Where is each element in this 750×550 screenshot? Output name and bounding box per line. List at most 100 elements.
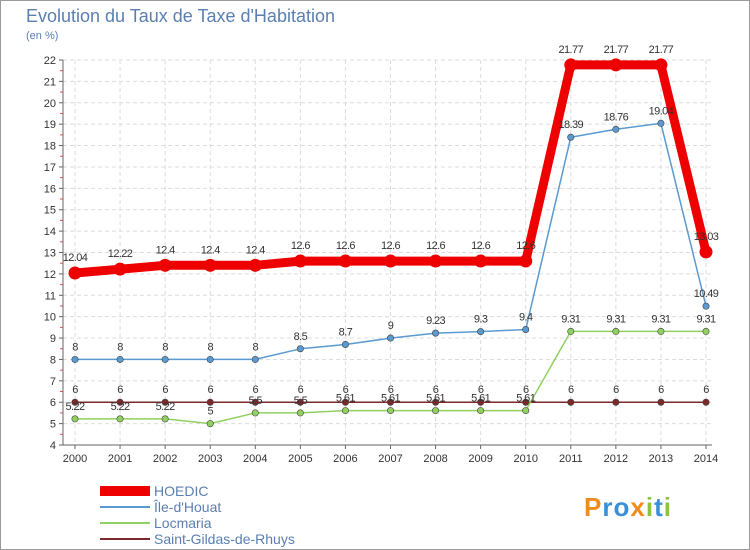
data-point-locmaria <box>71 415 79 423</box>
data-label-locmaria: 9.31 <box>561 313 580 325</box>
data-label-saint-gildas-de-rhuys: 6 <box>433 384 439 396</box>
logo-letter: o <box>613 492 631 522</box>
proxiti-logo: Proxiti <box>584 492 672 523</box>
data-point-saint-gildas-de-rhuys <box>296 398 304 406</box>
data-label-saint-gildas-de-rhuys: 6 <box>72 384 78 396</box>
logo-letter: i <box>663 492 672 522</box>
data-label-locmaria: 5.61 <box>381 393 400 405</box>
data-label-saint-gildas-de-rhuys: 6 <box>478 384 484 396</box>
x-tick-label: 2008 <box>423 453 447 465</box>
data-point-locmaria <box>251 409 259 417</box>
data-point-saint-gildas-de-rhuys <box>116 398 124 406</box>
data-point-i-le-d-houat <box>386 334 394 342</box>
data-point-saint-gildas-de-rhuys <box>702 398 710 406</box>
data-point-hoedic <box>338 254 352 268</box>
data-point-saint-gildas-de-rhuys <box>341 398 349 406</box>
data-label-locmaria: 9.31 <box>696 313 715 325</box>
y-tick-label: 19 <box>44 119 56 131</box>
data-label-saint-gildas-de-rhuys: 6 <box>298 384 304 396</box>
x-tick-label: 2013 <box>649 453 673 465</box>
x-tick-label: 2007 <box>378 453 402 465</box>
data-label-i-le-d-houat: 8 <box>72 341 78 353</box>
y-tick-label: 15 <box>44 205 56 217</box>
data-label-i-le-d-houat: 8.7 <box>339 326 353 338</box>
y-tick-label: 6 <box>50 397 56 409</box>
x-tick-label: 2010 <box>513 453 537 465</box>
data-label-i-le-d-houat: 9 <box>388 320 394 332</box>
data-label-hoedic: 21.77 <box>559 44 584 56</box>
data-label-hoedic: 12.22 <box>108 248 133 260</box>
data-label-locmaria: 5.5 <box>294 395 308 407</box>
data-point-locmaria <box>432 407 440 415</box>
data-point-saint-gildas-de-rhuys <box>161 398 169 406</box>
series-locmaria <box>71 327 710 428</box>
data-label-locmaria: 5.22 <box>65 401 84 413</box>
data-label-hoedic: 12.6 <box>516 240 535 252</box>
chart-title: Evolution du Taux de Taxe d'Habitation <box>26 6 335 26</box>
data-point-saint-gildas-de-rhuys <box>432 398 440 406</box>
data-point-locmaria <box>522 407 530 415</box>
data-point-i-le-d-houat <box>206 355 214 363</box>
data-label-hoedic: 13.03 <box>694 231 719 243</box>
data-point-hoedic <box>68 266 82 280</box>
data-point-i-le-d-houat <box>341 340 349 348</box>
x-tick-label: 2002 <box>153 453 177 465</box>
data-label-i-le-d-houat: 19.04 <box>649 105 674 117</box>
data-label-i-le-d-houat: 8 <box>117 341 123 353</box>
data-label-i-le-d-houat: 8.5 <box>294 331 308 343</box>
data-point-saint-gildas-de-rhuys <box>386 398 394 406</box>
data-label-saint-gildas-de-rhuys: 6 <box>117 384 123 396</box>
data-label-hoedic: 12.4 <box>201 244 220 256</box>
data-point-i-le-d-houat <box>657 119 665 127</box>
data-label-i-le-d-houat: 10.49 <box>694 288 719 300</box>
data-label-saint-gildas-de-rhuys: 6 <box>162 384 168 396</box>
data-point-i-le-d-houat <box>567 133 575 141</box>
data-point-i-le-d-houat <box>251 355 259 363</box>
x-tick-label: 2000 <box>63 453 87 465</box>
data-label-locmaria: 5.22 <box>111 401 130 413</box>
y-tick-label: 4 <box>50 440 56 452</box>
data-label-hoedic: 12.6 <box>426 240 445 252</box>
data-label-i-le-d-houat: 9.4 <box>519 312 533 324</box>
data-label-i-le-d-houat: 8 <box>207 341 213 353</box>
y-tick-label: 5 <box>50 419 56 431</box>
data-point-saint-gildas-de-rhuys <box>612 398 620 406</box>
data-point-hoedic <box>203 258 217 272</box>
data-label-hoedic: 12.4 <box>156 244 175 256</box>
logo-letter: P <box>584 492 603 522</box>
data-point-saint-gildas-de-rhuys <box>657 398 665 406</box>
data-point-locmaria <box>341 407 349 415</box>
axes: 4 5 6 7 8 9 10 11 12 13 14 15 16 17 18 19 20 21 22 2000 2001… <box>44 55 718 465</box>
data-point-saint-gildas-de-rhuys <box>206 398 214 406</box>
x-tick-label: 2012 <box>604 453 628 465</box>
data-point-locmaria <box>386 407 394 415</box>
data-point-i-le-d-houat <box>116 355 124 363</box>
y-tick-label: 9 <box>50 333 56 345</box>
y-tick-label: 8 <box>50 354 56 366</box>
data-point-locmaria <box>296 409 304 417</box>
data-point-locmaria <box>612 327 620 335</box>
data-point-saint-gildas-de-rhuys <box>522 398 530 406</box>
y-tick-label: 11 <box>45 290 56 302</box>
data-point-i-le-d-houat <box>432 329 440 337</box>
y-tick-label: 13 <box>44 248 56 260</box>
data-label-saint-gildas-de-rhuys: 6 <box>207 384 213 396</box>
logo-letter: x <box>630 492 646 522</box>
data-point-saint-gildas-de-rhuys <box>567 398 575 406</box>
y-tick-label: 20 <box>44 98 56 110</box>
data-label-saint-gildas-de-rhuys: 6 <box>568 384 574 396</box>
data-label-locmaria: 5.61 <box>426 393 445 405</box>
series-i-le-d-houat <box>71 119 710 363</box>
data-label-hoedic: 21.77 <box>649 44 674 56</box>
data-label-locmaria: 5.61 <box>471 393 490 405</box>
data-labels: 12.04 12.22 12.4 12.4 12.4 12.6 12.6 12.6 12.6 12… <box>63 44 720 418</box>
data-label-saint-gildas-de-rhuys: 6 <box>523 384 529 396</box>
y-tick-label: 16 <box>44 183 56 195</box>
data-label-locmaria: 5.61 <box>336 393 355 405</box>
x-tick-label: 2005 <box>288 453 312 465</box>
x-tick-label: 2011 <box>559 453 583 465</box>
legend-label-hoedic: HOEDIC <box>154 483 209 499</box>
data-label-locmaria: 9.31 <box>651 313 670 325</box>
data-point-hoedic <box>474 254 488 268</box>
series-layer <box>68 58 713 428</box>
